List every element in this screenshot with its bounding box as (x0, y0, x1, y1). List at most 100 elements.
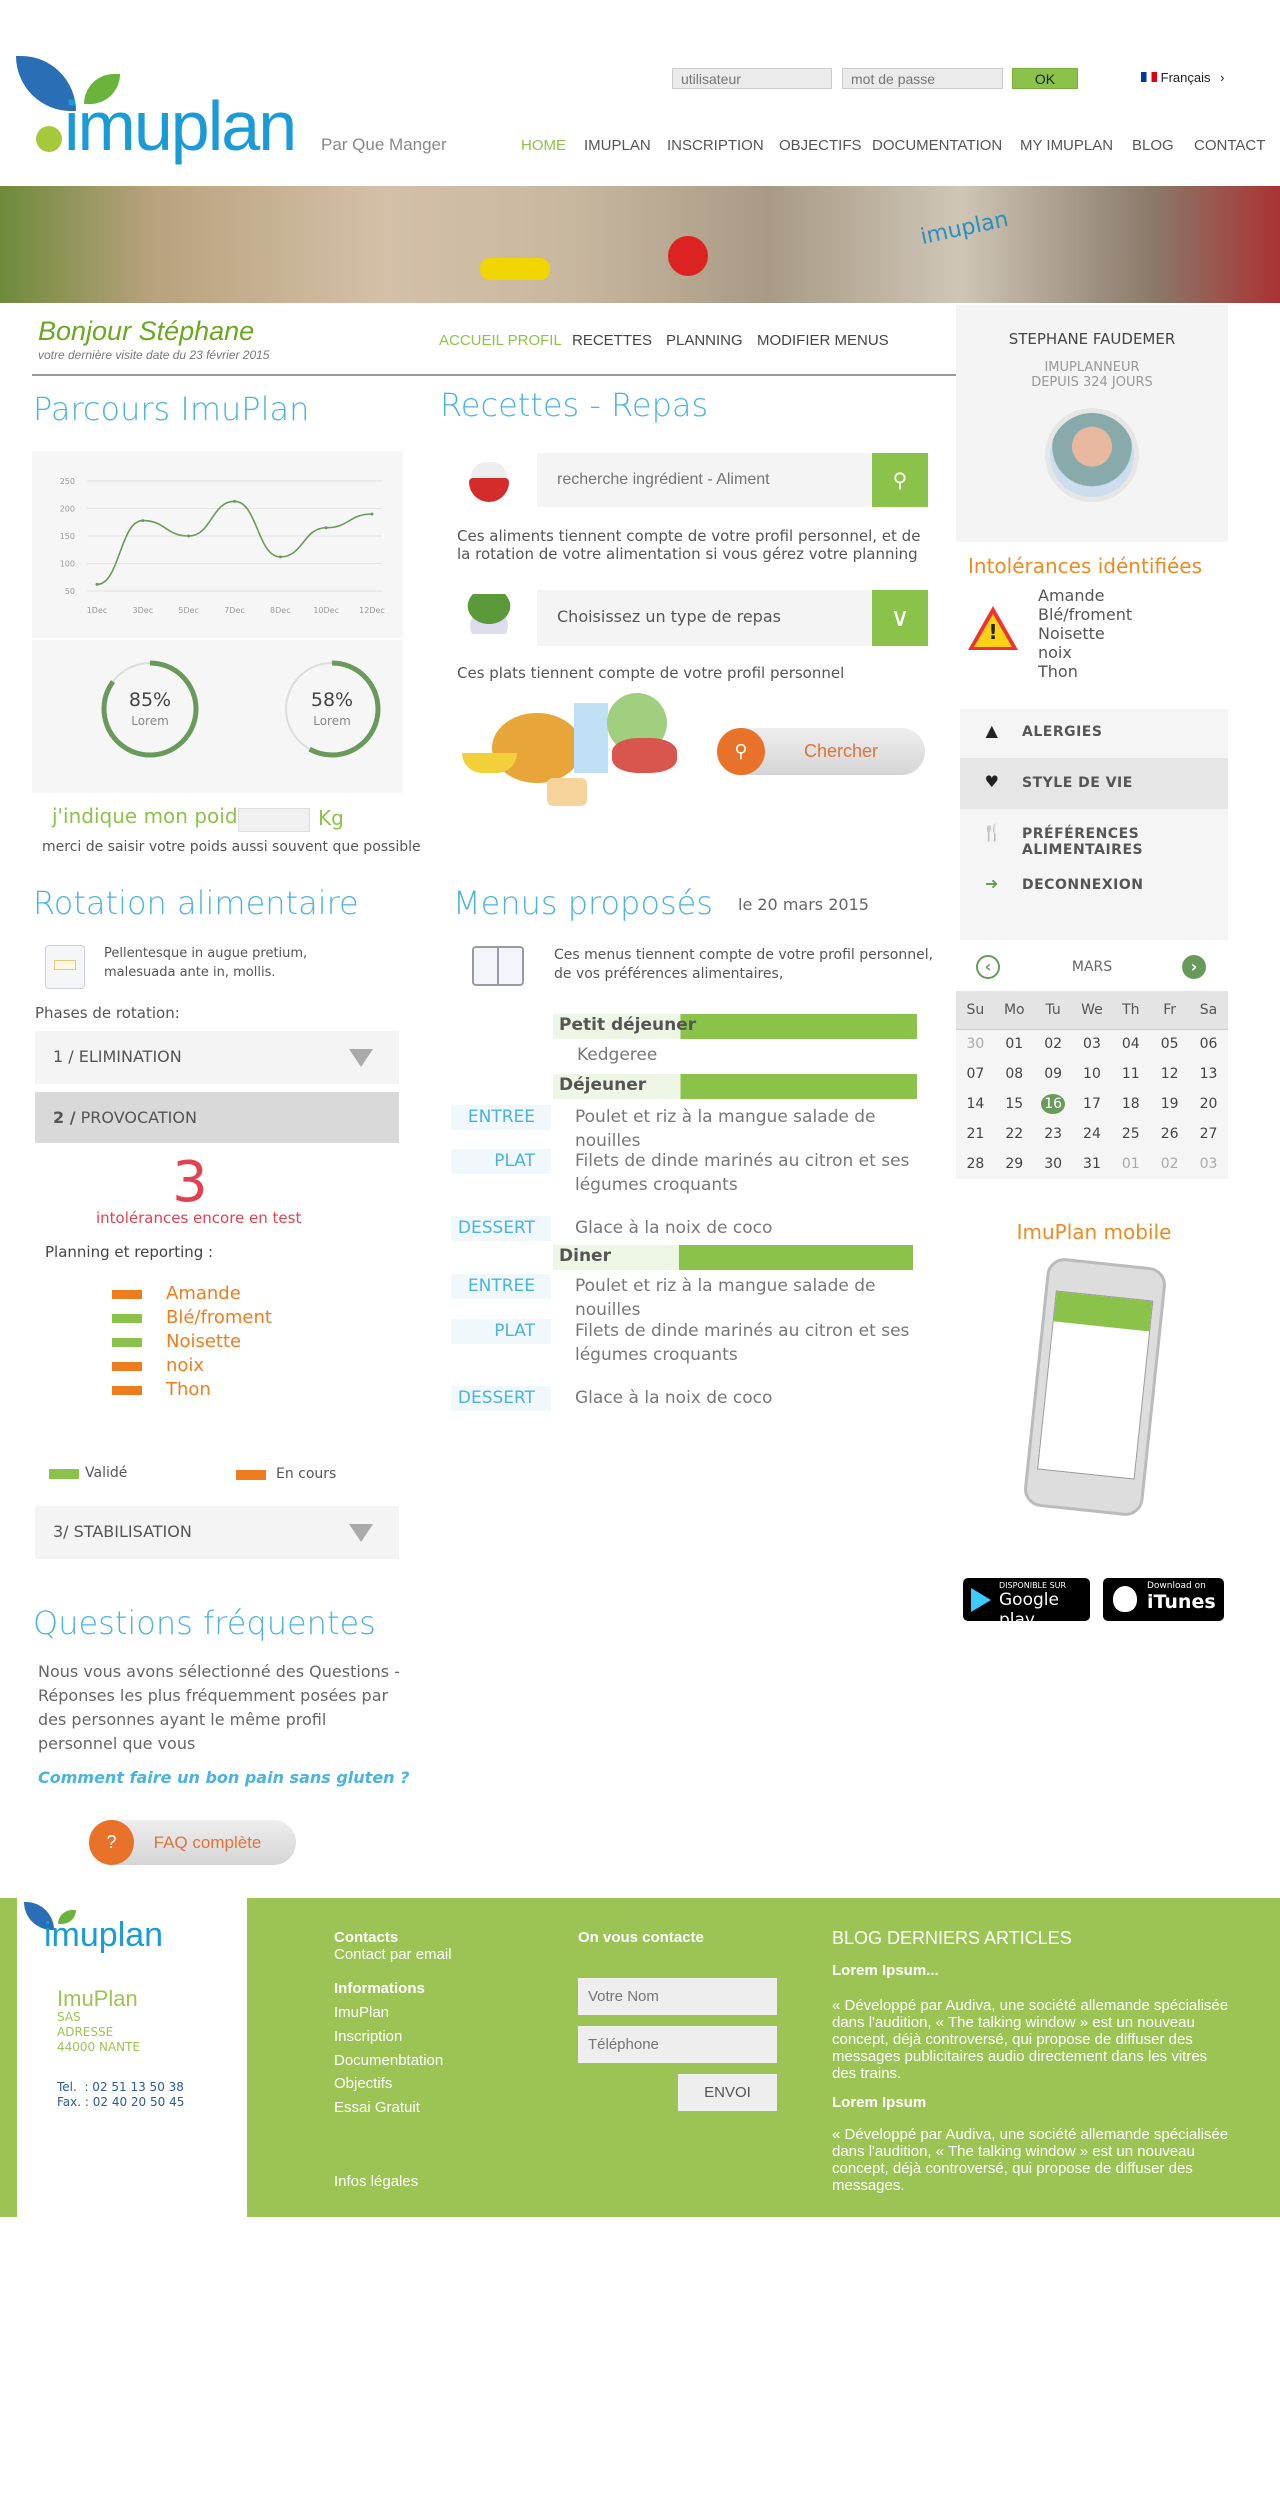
rotation-item: Thon (166, 1379, 211, 1400)
calendar-day[interactable]: 23 (1044, 1126, 1063, 1142)
main-nav: HOME IMUPLAN INSCRIPTION OBJECTIFS DOCUM… (0, 137, 1280, 157)
footer-link[interactable]: ImuPlan (334, 2004, 390, 2021)
calendar-day[interactable]: 09 (1044, 1066, 1063, 1082)
calendar-day[interactable]: 11 (1121, 1066, 1140, 1082)
dinner-plat[interactable]: Filets de dinde marinés au citron et ses… (575, 1321, 910, 1365)
calendar-day[interactable]: 01 (1121, 1156, 1140, 1172)
lunch-dessert[interactable]: Glace à la noix de coco (575, 1218, 773, 1238)
username-input[interactable] (672, 68, 832, 89)
footer-phone-input[interactable] (578, 2026, 777, 2063)
calendar-day[interactable]: 24 (1083, 1126, 1101, 1142)
faq-complete-button[interactable]: ? FAQ complète (89, 1820, 296, 1865)
calendar-day[interactable]: 22 (1005, 1126, 1024, 1142)
calendar-day[interactable]: 08 (1005, 1066, 1024, 1082)
footer-legal-link[interactable]: Infos légales (334, 2173, 419, 2190)
google-play-badge[interactable]: DISPONIBLE SUR Google play (963, 1578, 1090, 1630)
password-input[interactable] (842, 68, 1003, 89)
faq-complete-label: FAQ complète (153, 1832, 262, 1852)
intolerance-item: Thon (1038, 662, 1078, 681)
side-menu-item[interactable]: ➜ DECONNEXION (960, 860, 1228, 911)
itunes-badge[interactable]: Download on iTunes (1103, 1578, 1224, 1621)
phase-provocation[interactable]: 2 / PROVOCATION (35, 1092, 399, 1143)
calendar-day[interactable]: 26 (1160, 1126, 1179, 1142)
calendar-day[interactable]: 25 (1121, 1126, 1140, 1142)
footer-link[interactable]: Essai Gratuit (334, 2099, 420, 2116)
search-button[interactable]: ⚲ (872, 453, 928, 507)
calendar-day[interactable]: 16 (1034, 1089, 1073, 1119)
footer-link[interactable]: Inscription (334, 2028, 403, 2045)
x-tick-label: 12Dec (359, 606, 385, 615)
calendar-day[interactable]: 17 (1083, 1096, 1101, 1112)
faq-link[interactable]: Comment faire un bon pain sans gluten ? (38, 1768, 410, 1787)
calendar-day[interactable]: 30 (1044, 1156, 1063, 1172)
side-menu-item[interactable]: 🍴 PRÉFÉRENCES ALIMENTAIRES (960, 809, 1228, 860)
calendar-day[interactable]: 29 (1005, 1156, 1024, 1172)
gauge-ring (101, 660, 199, 758)
calendar-day[interactable]: 12 (1160, 1066, 1179, 1082)
nav-imuplan[interactable]: IMUPLAN (584, 137, 651, 154)
footer-link[interactable]: Documenbtation (334, 2052, 444, 2069)
phase-stabilisation[interactable]: 3/ STABILISATION (35, 1506, 399, 1559)
calendar-day[interactable]: 03 (1083, 1036, 1101, 1053)
calendar-day[interactable]: 01 (1005, 1036, 1024, 1053)
language-selector[interactable]: Français › (1141, 70, 1224, 85)
subnav-accueil-profil[interactable]: ACCUEIL PROFIL (439, 332, 562, 349)
dinner-dessert[interactable]: Glace à la noix de coco (575, 1388, 773, 1408)
calendar-day[interactable]: 07 (966, 1066, 985, 1082)
ingredient-search-input[interactable] (537, 453, 872, 507)
calendar-day[interactable]: 20 (1199, 1096, 1218, 1112)
breakfast-dish[interactable]: Kedgeree (577, 1045, 658, 1065)
avatar[interactable] (1045, 408, 1139, 502)
ingredient-search[interactable]: ⚲ (537, 453, 928, 507)
calendar-day[interactable]: 21 (966, 1126, 985, 1142)
nav-documentation[interactable]: DOCUMENTATION (872, 137, 1003, 154)
calendar-day[interactable]: 18 (1121, 1096, 1140, 1112)
footer-link[interactable]: Objectifs (334, 2075, 393, 2092)
nav-inscription[interactable]: INSCRIPTION (667, 137, 764, 154)
calendar-day[interactable]: 27 (1199, 1126, 1218, 1142)
blog-article-title[interactable]: Lorem Ipsum (832, 2094, 927, 2111)
footer-send-button[interactable]: ENVOI (678, 2074, 777, 2111)
calendar-day[interactable]: 31 (1083, 1156, 1101, 1172)
logo-dots-icon (36, 126, 62, 152)
nav-my-imuplan[interactable]: MY IMUPLAN (1020, 137, 1114, 154)
meal-type-select[interactable]: Choisissez un type de repas ∨ (537, 590, 928, 646)
side-menu-item[interactable]: ▲ ALERGIES (960, 707, 1228, 758)
side-menu-item[interactable]: ♥ STYLE DE VIE (960, 758, 1228, 809)
caret-down-icon (349, 1524, 373, 1542)
calendar-next-button[interactable]: › (1182, 955, 1206, 979)
weight-input[interactable] (238, 808, 310, 832)
dinner-entree[interactable]: Poulet et riz à la mangue salade de noui… (575, 1276, 876, 1320)
calendar-day[interactable]: 30 (966, 1036, 985, 1053)
calendar-day[interactable]: 03 (1199, 1156, 1218, 1172)
subnav-recettes[interactable]: RECETTES (572, 332, 653, 349)
calendar-day[interactable]: 10 (1083, 1066, 1101, 1082)
chercher-button[interactable]: ⚲ Chercher (717, 728, 925, 775)
calendar-day[interactable]: 14 (966, 1096, 985, 1112)
subnav-modifier-menus[interactable]: MODIFIER MENUS (757, 332, 889, 349)
footer-contact-email[interactable]: Contact par email (334, 1946, 452, 1963)
lunch-plat[interactable]: Filets de dinde marinés au citron et ses… (575, 1151, 910, 1195)
calendar-day[interactable]: 28 (966, 1156, 985, 1172)
login-ok-button[interactable]: OK (1012, 68, 1078, 89)
blog-article-title[interactable]: Lorem Ipsum... (832, 1962, 939, 1979)
calendar-day[interactable]: 19 (1160, 1096, 1179, 1112)
calendar-day[interactable]: 15 (1005, 1096, 1024, 1112)
phase-elimination[interactable]: 1 / ELIMINATION (35, 1031, 399, 1084)
nav-home[interactable]: HOME (521, 137, 566, 154)
chevron-down-icon[interactable]: ∨ (872, 590, 928, 646)
calendar-day[interactable]: 05 (1160, 1036, 1179, 1053)
logo[interactable]: imuplan (16, 56, 316, 168)
calendar-day[interactable]: 04 (1121, 1036, 1140, 1053)
calendar-day[interactable]: 02 (1044, 1036, 1063, 1053)
lunch-entree[interactable]: Poulet et riz à la mangue salade de noui… (575, 1107, 876, 1151)
calendar-day[interactable]: 06 (1199, 1036, 1218, 1053)
nav-blog[interactable]: BLOG (1132, 137, 1174, 154)
calendar-prev-button[interactable]: ‹ (976, 955, 1000, 979)
nav-objectifs[interactable]: OBJECTIFS (779, 137, 862, 154)
calendar-day[interactable]: 13 (1199, 1066, 1218, 1082)
footer-name-input[interactable] (578, 1978, 777, 2015)
calendar-day[interactable]: 02 (1160, 1156, 1179, 1172)
nav-contact[interactable]: CONTACT (1194, 137, 1266, 154)
subnav-planning[interactable]: PLANNING (666, 332, 743, 349)
